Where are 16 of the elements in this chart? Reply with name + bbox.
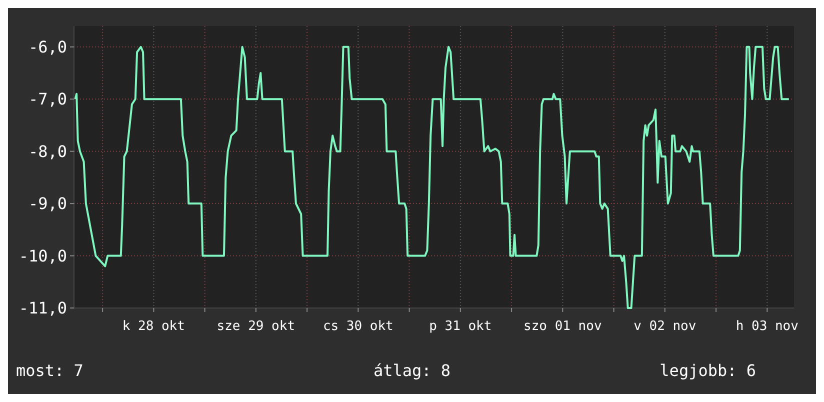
text: legjobb: 6 <box>660 361 756 380</box>
y-tick-label: -10,0 <box>18 246 67 266</box>
y-tick-label: -9,0 <box>28 194 67 214</box>
text: most: 7 <box>16 361 84 380</box>
x-tick-label: v 02 nov <box>634 319 696 334</box>
x-tick-label: k 28 okt <box>122 319 185 334</box>
y-tick-label: -8,0 <box>28 142 67 161</box>
x-tick-label: sze 29 okt <box>216 319 296 334</box>
y-tick-label: -7,0 <box>28 90 67 109</box>
x-tick-label: szo 01 nov <box>524 319 602 334</box>
x-tick-label: h 03 nov <box>736 319 799 334</box>
text: átlag: 8 <box>373 361 451 380</box>
y-tick-label: -6,0 <box>28 37 67 56</box>
x-tick-label: cs 30 okt <box>322 319 394 334</box>
y-tick-label: -11,0 <box>18 298 67 318</box>
x-tick-label: p 31 okt <box>429 319 492 334</box>
